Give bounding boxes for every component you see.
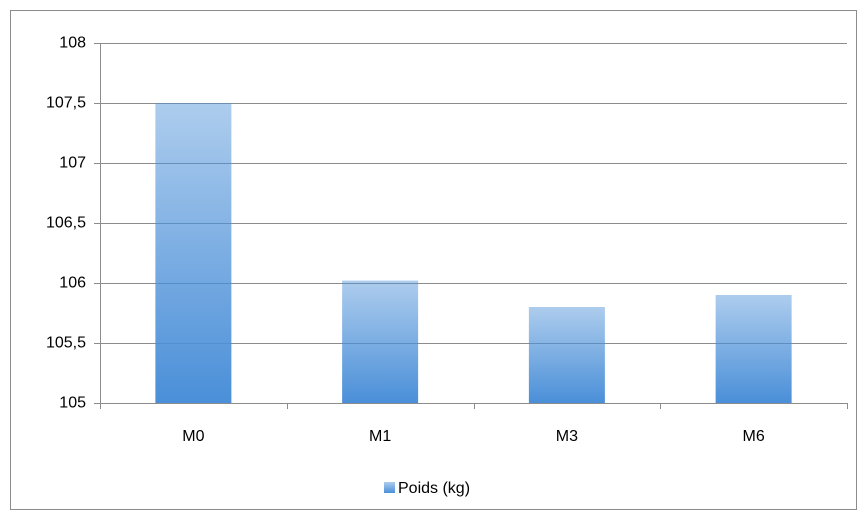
bar — [342, 280, 419, 403]
x-tick-label: M1 — [369, 428, 391, 445]
legend-label: Poids (kg) — [398, 480, 470, 497]
chart-frame — [10, 10, 857, 510]
y-tick-label: 107 — [59, 155, 86, 172]
y-tick-label: 106,5 — [46, 215, 86, 232]
x-tick-label: M6 — [743, 428, 765, 445]
bar — [155, 103, 232, 403]
y-tick-label: 106 — [59, 275, 86, 292]
y-tick-label: 105 — [59, 395, 86, 412]
x-tick-label: M3 — [556, 428, 578, 445]
x-tick-label: M0 — [182, 428, 204, 445]
bar — [528, 307, 605, 403]
bar — [715, 295, 792, 403]
y-tick-label: 105,5 — [46, 335, 86, 352]
y-tick-label: 108 — [59, 35, 86, 52]
y-tick-label: 107,5 — [46, 95, 86, 112]
legend-swatch — [384, 482, 395, 493]
